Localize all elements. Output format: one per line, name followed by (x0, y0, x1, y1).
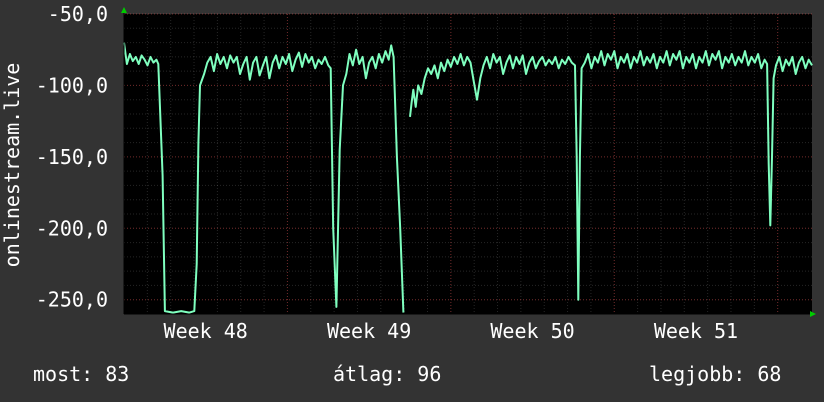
major-grid (124, 13, 812, 314)
y-axis-label: onlinestream.live (0, 63, 24, 268)
y-tick-label: -100,0 (36, 73, 108, 97)
y-axis-arrow (121, 7, 127, 13)
x-tick-label: Week 48 (164, 319, 248, 343)
y-tick-label: -150,0 (36, 145, 108, 169)
minor-grid (123, 13, 812, 315)
stat-current: most: 83 (33, 362, 130, 386)
x-tick-labels: Week 48 Week 49 Week 50 Week 51 (164, 319, 739, 343)
series-line-2 (409, 50, 813, 301)
axes (121, 7, 816, 317)
x-tick-label: Week 49 (327, 319, 411, 343)
y-tick-labels: -50,0 -100,0 -150,0 -200,0 -250,0 (36, 2, 108, 312)
line-chart: -50,0-100,0-150,0-200,0-250,0 Week 48 Wee… (0, 2, 816, 343)
y-tick-label: -250,0 (36, 288, 108, 312)
x-tick-label: Week 50 (490, 319, 574, 343)
x-tick-label: Week 51 (654, 319, 738, 343)
stat-average: átlag: 96 (333, 362, 442, 386)
y-tick-label: -200,0 (36, 216, 108, 240)
series-lines (123, 42, 813, 314)
x-axis-arrow (810, 311, 816, 317)
stat-best: legjobb: 68 (649, 362, 782, 386)
series-line-1 (123, 42, 405, 314)
y-tick-label: -50,0 (48, 2, 108, 26)
